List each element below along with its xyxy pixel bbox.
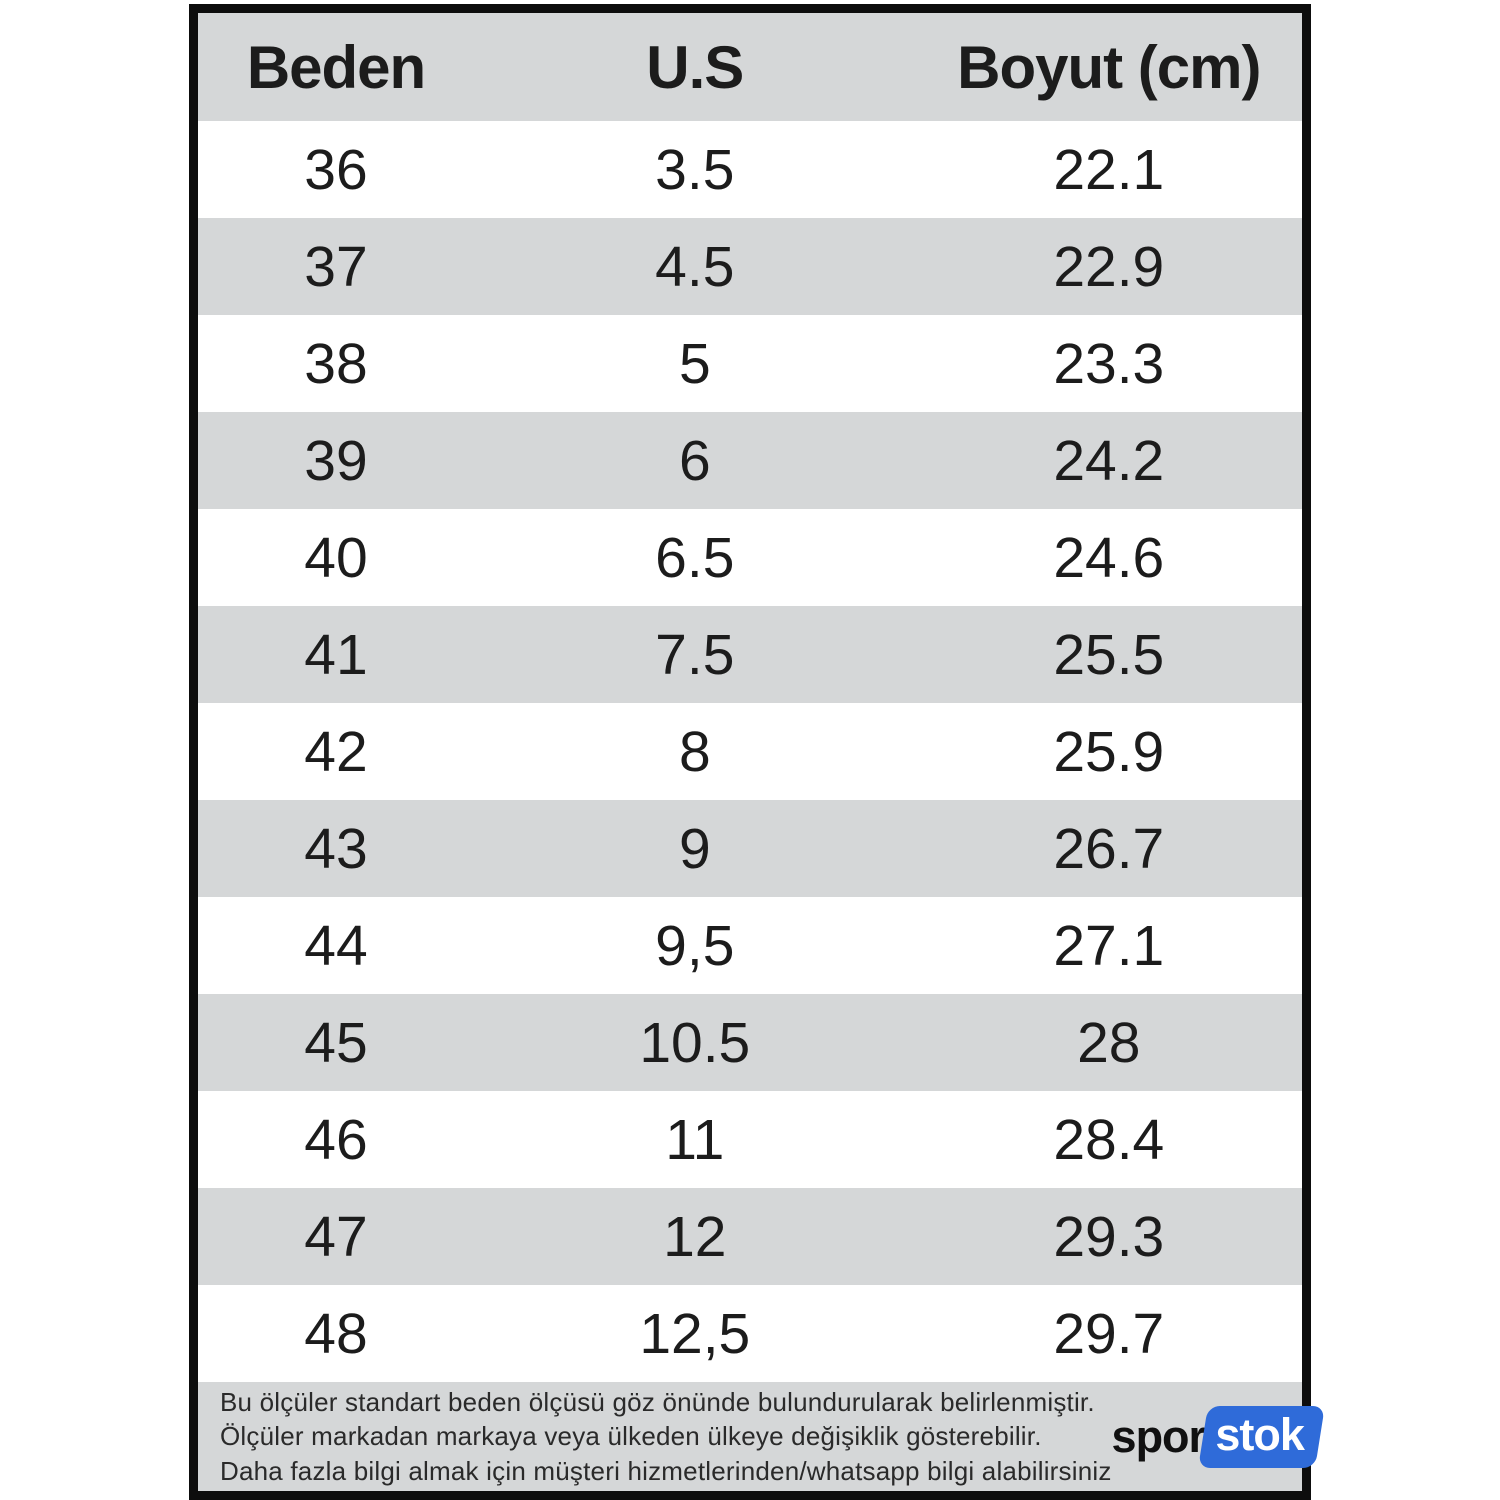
cell-boyut-cm: 28 [1077, 1010, 1141, 1075]
cell-us: 12 [663, 1204, 727, 1269]
cell-boyut-cm: 25.9 [1053, 719, 1165, 784]
column-header-us: U.S [646, 33, 744, 101]
table-row: 38 5 23.3 [198, 315, 1302, 412]
table-footer: Bu ölçüler standart beden ölçüsü göz önü… [198, 1382, 1325, 1491]
size-chart-sheet: Beden U.S Boyut (cm) 36 3.5 22.1 37 4.5 … [189, 4, 1325, 1500]
cell-beden: 48 [304, 1301, 368, 1366]
table-row: 46 11 28.4 [198, 1091, 1302, 1188]
footer-note-line-1: Bu ölçüler standart beden ölçüsü göz önü… [220, 1387, 1095, 1418]
table-row: 48 12,5 29.7 [198, 1285, 1302, 1382]
cell-beden: 45 [304, 1010, 368, 1075]
cell-beden: 37 [304, 234, 368, 299]
table-row: 40 6.5 24.6 [198, 509, 1302, 606]
cell-boyut-cm: 25.5 [1053, 622, 1165, 687]
footer-notes: Bu ölçüler standart beden ölçüsü göz önü… [220, 1385, 1112, 1488]
table-row: 37 4.5 22.9 [198, 218, 1302, 315]
cell-beden: 47 [304, 1204, 368, 1269]
cell-boyut-cm: 27.1 [1053, 913, 1165, 978]
logo-text-spor: spor [1111, 1410, 1207, 1462]
cell-beden: 41 [304, 622, 368, 687]
cell-beden: 39 [304, 428, 368, 493]
cell-us: 4.5 [655, 234, 735, 299]
column-header-boyut-cm: Boyut (cm) [957, 33, 1261, 101]
cell-boyut-cm: 23.3 [1053, 331, 1165, 396]
cell-us: 5 [678, 331, 711, 396]
cell-us: 9,5 [655, 913, 735, 978]
cell-us: 11 [665, 1107, 725, 1172]
table-header-row: Beden U.S Boyut (cm) [198, 13, 1302, 121]
cell-beden: 43 [304, 816, 368, 881]
cell-boyut-cm: 22.1 [1053, 137, 1165, 202]
cell-boyut-cm: 29.3 [1053, 1204, 1165, 1269]
cell-boyut-cm: 24.6 [1053, 525, 1165, 590]
cell-beden: 38 [304, 331, 368, 396]
cell-beden: 42 [304, 719, 368, 784]
column-header-beden: Beden [246, 33, 426, 101]
cell-us: 7.5 [655, 622, 735, 687]
table-row: 43 9 26.7 [198, 800, 1302, 897]
cell-us: 6.5 [655, 525, 735, 590]
cell-beden: 46 [304, 1107, 368, 1172]
sporstok-logo: spor stok [1111, 1405, 1325, 1468]
cell-us: 9 [678, 816, 711, 881]
table-row: 44 9,5 27.1 [198, 897, 1302, 994]
table-row: 36 3.5 22.1 [198, 121, 1302, 218]
logo-badge-stok: stok [1198, 1405, 1325, 1468]
cell-us: 3.5 [655, 137, 735, 202]
cell-boyut-cm: 29.7 [1053, 1301, 1165, 1366]
table-row: 42 8 25.9 [198, 703, 1302, 800]
cell-us: 8 [678, 719, 711, 784]
footer-note-line-2: Ölçüler markadan markaya veya ülkeden ül… [220, 1421, 1042, 1452]
cell-us: 12,5 [639, 1301, 751, 1366]
cell-beden: 44 [304, 913, 368, 978]
cell-us: 10.5 [639, 1010, 751, 1075]
cell-us: 6 [678, 428, 711, 493]
cell-boyut-cm: 26.7 [1053, 816, 1165, 881]
cell-beden: 40 [304, 525, 368, 590]
table-row: 39 6 24.2 [198, 412, 1302, 509]
table-row: 47 12 29.3 [198, 1188, 1302, 1285]
table-row: 45 10.5 28 [198, 994, 1302, 1091]
cell-beden: 36 [304, 137, 368, 202]
logo-text-stok: stok [1215, 1408, 1304, 1460]
cell-boyut-cm: 22.9 [1053, 234, 1165, 299]
table-row: 41 7.5 25.5 [198, 606, 1302, 703]
cell-boyut-cm: 24.2 [1053, 428, 1165, 493]
footer-note-line-3: Daha fazla bilgi almak için müşteri hizm… [220, 1455, 1112, 1486]
cell-boyut-cm: 28.4 [1053, 1107, 1165, 1172]
table-body: 36 3.5 22.1 37 4.5 22.9 38 5 23.3 39 6 2… [198, 121, 1302, 1382]
